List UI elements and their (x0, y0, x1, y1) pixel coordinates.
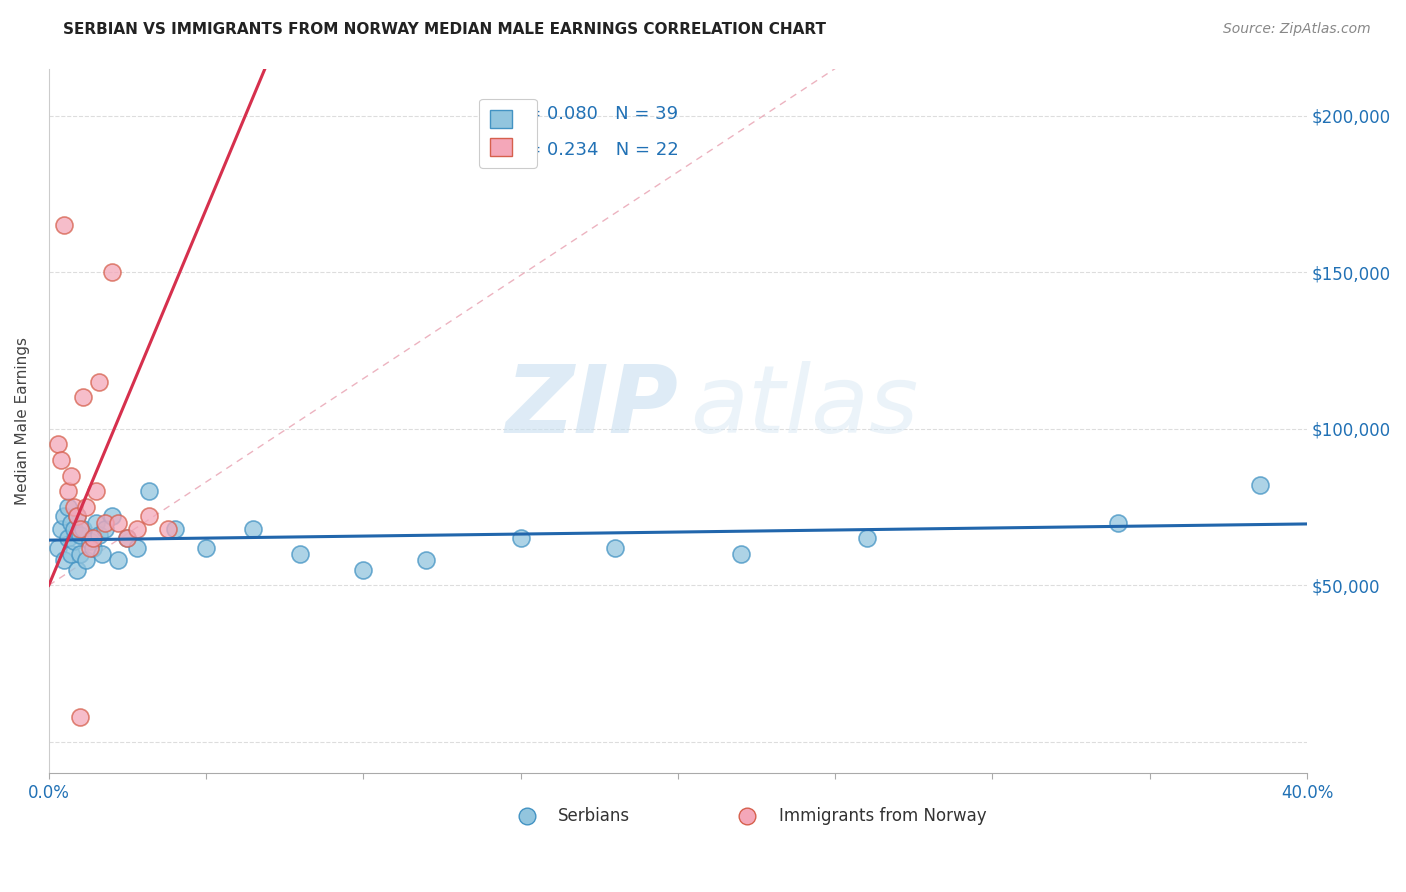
Point (56, 500, 79, 514)
Point (603, 541, 626, 555)
Legend: , : , (479, 99, 537, 168)
Point (91, 547, 114, 561)
Text: R = 0.234   N = 22: R = 0.234 N = 22 (508, 141, 679, 159)
Point (138, 509, 160, 524)
Point (46, 541, 69, 555)
Point (53, 509, 76, 524)
Point (1249, 478, 1271, 492)
Point (72, 391, 94, 405)
Point (63, 500, 86, 514)
Point (100, 509, 122, 524)
Point (84, 516, 107, 530)
Point (157, 522, 180, 536)
Point (69, 528, 91, 542)
Point (87, 375, 110, 389)
Point (69, 710, 91, 724)
Point (76, 553, 98, 567)
Point (63, 534, 86, 549)
Point (56, 532, 79, 546)
Text: SERBIAN VS IMMIGRANTS FROM NORWAY MEDIAN MALE EARNINGS CORRELATION CHART: SERBIAN VS IMMIGRANTS FROM NORWAY MEDIAN… (63, 22, 827, 37)
Point (46, 437, 69, 451)
Point (125, 522, 148, 536)
Point (84, 484, 107, 499)
Point (242, 522, 264, 536)
Point (125, 541, 148, 555)
Point (138, 484, 160, 499)
Text: R = 0.080   N = 39: R = 0.080 N = 39 (508, 105, 678, 123)
Point (59, 516, 82, 530)
Point (53, 553, 76, 567)
Point (76, 500, 98, 514)
Point (59, 468, 82, 483)
Point (72, 522, 94, 536)
Point (87, 528, 110, 542)
Point (51, 522, 73, 536)
Point (53, 218, 76, 232)
Point (855, 532, 877, 546)
Point (117, 532, 139, 546)
Point (59, 547, 82, 561)
Text: Source: ZipAtlas.com: Source: ZipAtlas.com (1223, 22, 1371, 37)
Point (94, 516, 117, 530)
Point (66, 509, 89, 524)
Point (79, 534, 101, 549)
Point (82, 541, 104, 555)
Point (509, 532, 531, 546)
Text: Serbians: Serbians (558, 806, 630, 824)
Point (107, 516, 129, 530)
Point (100, 265, 122, 279)
Point (66, 509, 89, 524)
Text: Immigrants from Norway: Immigrants from Norway (779, 806, 986, 824)
Text: atlas: atlas (690, 361, 918, 452)
Point (195, 541, 218, 555)
Point (730, 547, 752, 561)
Point (69, 547, 91, 561)
Point (63, 522, 86, 536)
Y-axis label: Median Male Earnings: Median Male Earnings (15, 337, 30, 505)
Point (69, 522, 91, 536)
Point (56, 484, 79, 499)
Point (79, 541, 101, 555)
Point (1107, 516, 1129, 530)
Point (66, 563, 89, 577)
Point (51, 453, 73, 467)
Point (415, 553, 437, 567)
Point (82, 532, 104, 546)
Point (117, 532, 139, 546)
Point (107, 553, 129, 567)
Text: ZIP: ZIP (505, 360, 678, 453)
Point (290, 547, 312, 561)
Point (94, 522, 117, 536)
Point (163, 522, 186, 536)
Point (352, 563, 374, 577)
